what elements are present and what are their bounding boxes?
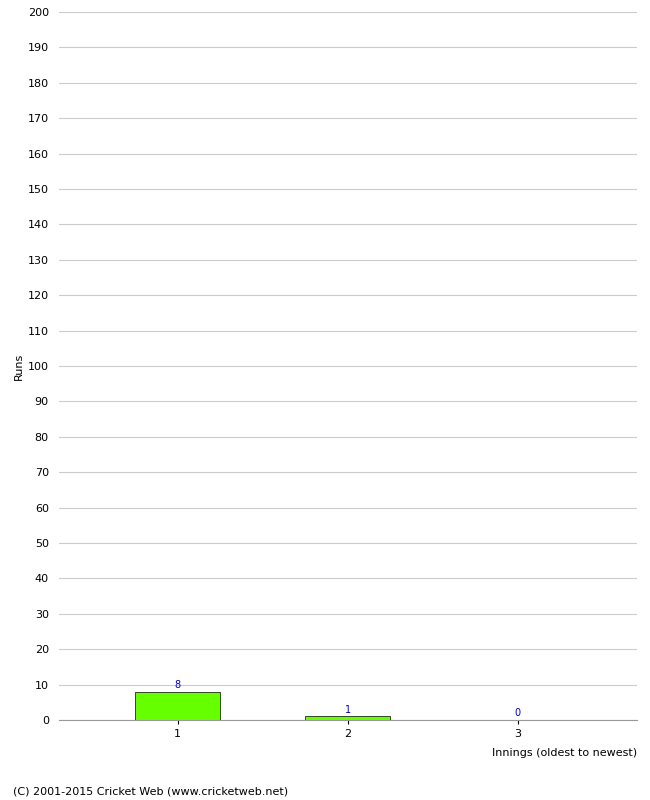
Text: Innings (oldest to newest): Innings (oldest to newest) — [492, 748, 637, 758]
Y-axis label: Runs: Runs — [14, 352, 23, 380]
Text: 1: 1 — [344, 705, 351, 714]
Text: 8: 8 — [175, 680, 181, 690]
Text: (C) 2001-2015 Cricket Web (www.cricketweb.net): (C) 2001-2015 Cricket Web (www.cricketwe… — [13, 786, 288, 796]
Bar — [135, 692, 220, 720]
Text: 0: 0 — [515, 708, 521, 718]
Bar — [306, 717, 390, 720]
